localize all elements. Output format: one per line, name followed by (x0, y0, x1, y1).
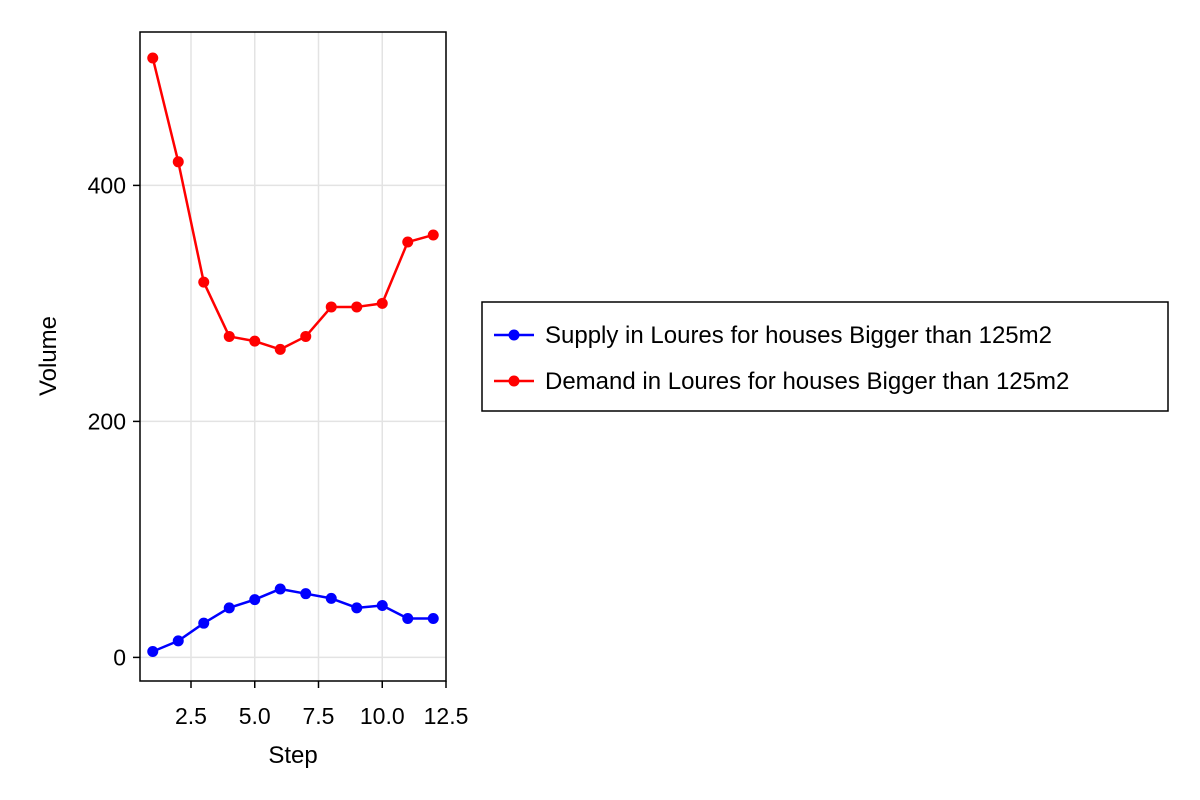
data-point (402, 236, 414, 248)
legend-entry: Supply in Loures for houses Bigger than … (494, 322, 1052, 349)
y-tick-label: 400 (88, 172, 126, 198)
x-tick-label: 7.5 (303, 703, 335, 729)
legend: Supply in Loures for houses Bigger than … (481, 301, 1169, 412)
data-point (351, 602, 363, 614)
data-point (376, 599, 388, 611)
data-point (300, 588, 312, 600)
y-axis: 0 200 400 (88, 172, 140, 670)
data-point (198, 617, 210, 629)
series-line (152, 587, 434, 653)
data-point (325, 301, 337, 313)
data-point (351, 301, 363, 313)
series-line (151, 57, 434, 351)
legend-swatch-marker (508, 375, 520, 387)
data-point (198, 276, 210, 288)
data-point (249, 335, 261, 347)
grid-lines (140, 32, 447, 681)
x-tick-label: 5.0 (239, 703, 271, 729)
x-tick-label: 12.5 (424, 703, 469, 729)
y-axis-title: Volume (35, 316, 62, 396)
data-point (300, 330, 312, 342)
y-tick-label: 0 (113, 644, 126, 670)
data-point (172, 156, 184, 168)
data-point (223, 602, 235, 614)
x-axis-title: Step (268, 742, 317, 769)
data-point (147, 646, 159, 657)
data-point (427, 229, 439, 241)
data-point (274, 583, 286, 595)
x-tick-label: 10.0 (360, 703, 405, 729)
legend-swatch-marker (508, 329, 520, 341)
plot-frame (139, 31, 447, 682)
data-point (325, 592, 337, 604)
x-axis: 2.5 5.0 7.5 10.0 12.5 (175, 681, 468, 729)
data-point (427, 612, 439, 624)
legend-label: Supply in Loures for houses Bigger than … (545, 322, 1052, 349)
legend-entry: Demand in Loures for houses Bigger than … (494, 368, 1069, 395)
series-layer (147, 52, 439, 657)
data-point (376, 297, 388, 309)
x-tick-label: 2.5 (175, 703, 207, 729)
series-1 (147, 52, 439, 355)
data-point (147, 52, 159, 64)
data-point (172, 635, 184, 647)
data-point (249, 594, 261, 606)
series-0 (147, 583, 439, 657)
data-point (223, 330, 235, 342)
legend-frame (481, 301, 1169, 412)
legend-label: Demand in Loures for houses Bigger than … (545, 368, 1069, 395)
data-point (402, 612, 414, 624)
y-tick-label: 200 (88, 408, 126, 434)
data-point (274, 343, 286, 355)
